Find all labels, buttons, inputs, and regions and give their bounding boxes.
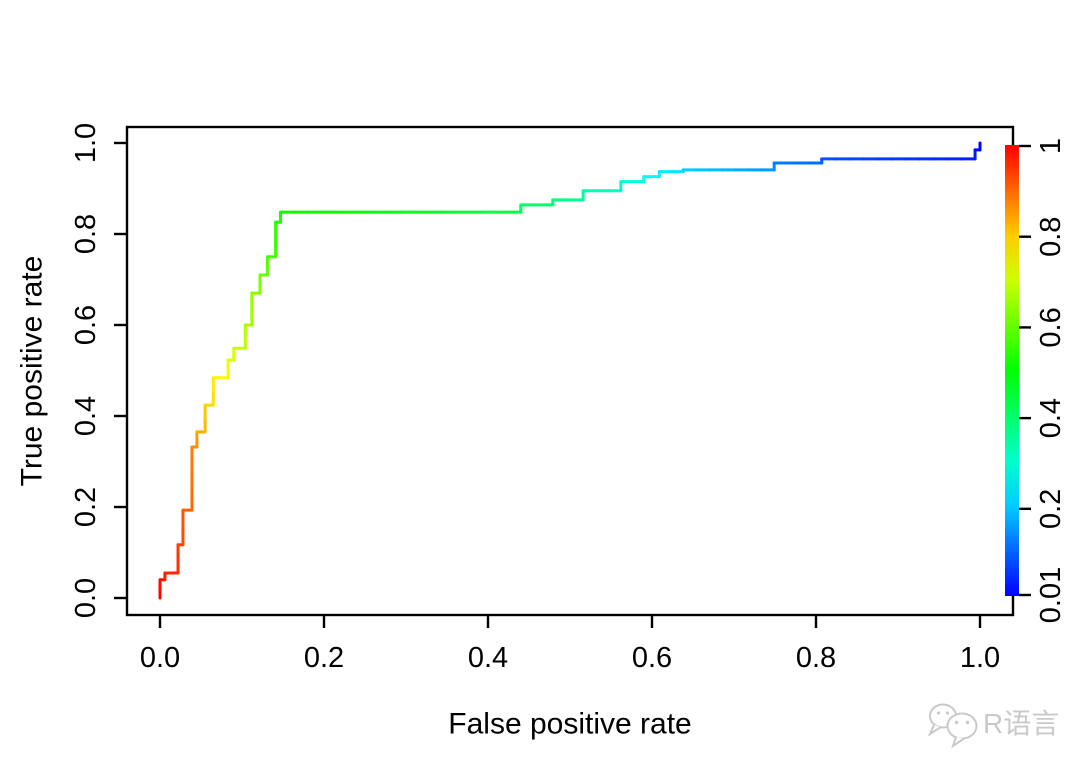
wechat-icon — [927, 703, 978, 749]
x-tick-label-0.6: 0.6 — [632, 642, 672, 674]
y-tick-label-1.0: 1.0 — [70, 123, 102, 163]
watermark-text-shadow: R语言 — [985, 710, 1061, 741]
x-tick-label-0.2: 0.2 — [304, 642, 344, 674]
y-tick-label-0.2: 0.2 — [70, 487, 102, 527]
colorbar-tick-label-0.4: 0.4 — [1035, 398, 1067, 438]
watermark: R语言 R语言 — [927, 703, 1061, 749]
colorbar-tick-label-0.01: 0.01 — [1035, 567, 1067, 623]
x-tick-label-1.0: 1.0 — [960, 642, 1000, 674]
y-tick-label-0.0: 0.0 — [70, 578, 102, 618]
x-axis-title: False positive rate — [448, 708, 691, 741]
colorbar-tick-label-1: 1 — [1035, 138, 1067, 154]
watermark-text: R语言 — [983, 708, 1059, 739]
x-tick-label-0.4: 0.4 — [468, 642, 508, 674]
colorbar-tick-label-0.6: 0.6 — [1035, 307, 1067, 347]
y-axis: 0.0 0.2 0.4 0.6 0.8 1.0 — [70, 123, 127, 618]
y-tick-label-0.6: 0.6 — [70, 305, 102, 345]
x-axis: 0.0 0.2 0.4 0.6 0.8 1.0 — [140, 615, 1000, 674]
colorbar-tick-label-0.2: 0.2 — [1035, 489, 1067, 529]
colorbar-gradient — [1005, 145, 1019, 596]
roc-curve — [158, 141, 982, 600]
colorbar-tick-label-0.8: 0.8 — [1035, 217, 1067, 257]
x-tick-label-0.0: 0.0 — [140, 642, 180, 674]
threshold-colorbar: 1 0.8 0.6 0.4 0.2 0.01 — [1005, 138, 1067, 623]
y-tick-label-0.4: 0.4 — [70, 396, 102, 436]
y-axis-title: True positive rate — [16, 256, 49, 487]
y-tick-label-0.8: 0.8 — [70, 214, 102, 254]
x-tick-label-0.8: 0.8 — [796, 642, 836, 674]
